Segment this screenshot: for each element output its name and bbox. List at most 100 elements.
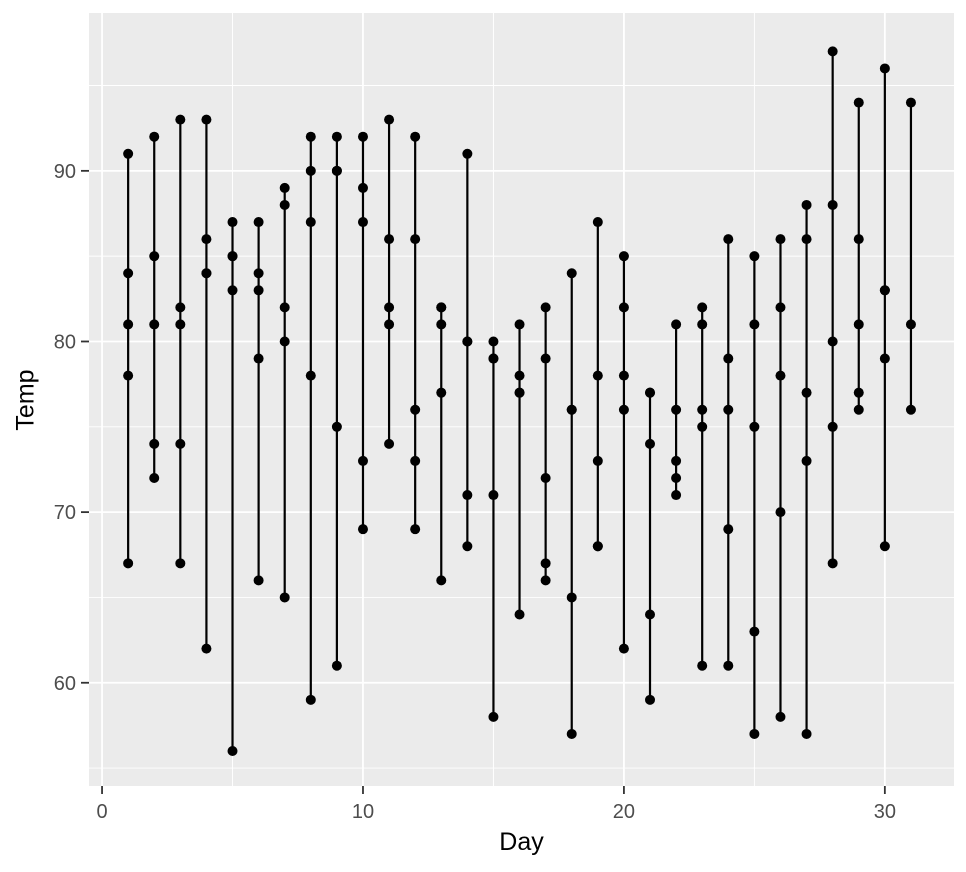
day-11-temp-81-point (384, 319, 395, 330)
day-25-temp-75-point (749, 421, 760, 432)
day-4-temp-93-point (201, 114, 212, 125)
day-19-temp-78-point (592, 370, 603, 381)
day-21-temp-64-point (645, 609, 656, 620)
day-18-temp-57-point (566, 728, 577, 739)
day-1-temp-84-point (123, 268, 134, 279)
day-28-temp-75-point (827, 421, 838, 432)
day-22-temp-73-point (671, 455, 682, 466)
day-28-temp-67-point (827, 558, 838, 569)
day-29-temp-76-point (853, 404, 864, 415)
day-30-temp-83-point (879, 285, 890, 296)
day-1-temp-67-point (123, 558, 134, 569)
day-19-temp-68-point (592, 541, 603, 552)
day-24-temp-61-point (723, 660, 734, 671)
day-12-temp-76-point (410, 404, 421, 415)
day-24-temp-76-point (723, 404, 734, 415)
day-19-temp-73-point (592, 455, 603, 466)
day-8-temp-59-point (305, 694, 316, 705)
day-15-temp-80-point (488, 336, 499, 347)
day-1-temp-91-point (123, 148, 134, 159)
day-29-temp-81-point (853, 319, 864, 330)
day-14-temp-71-point (462, 490, 473, 501)
x-tick-label-20: 20 (613, 801, 635, 823)
day-3-temp-93-point (175, 114, 186, 125)
day-16-temp-77-point (514, 387, 525, 398)
day-22-temp-81-point (671, 319, 682, 330)
day-7-temp-88-point (279, 199, 290, 210)
day-4-temp-62-point (201, 643, 212, 654)
day-9-temp-75-point (331, 421, 342, 432)
day-10-temp-69-point (357, 524, 368, 535)
y-tick-label-70: 70 (54, 502, 76, 524)
day-5-temp-56-point (227, 746, 238, 757)
day-31-temp-94-point (905, 97, 916, 108)
day-9-temp-90-point (331, 165, 342, 176)
day-25-temp-57-point (749, 728, 760, 739)
day-8-temp-78-point (305, 370, 316, 381)
day-17-temp-82-point (540, 302, 551, 313)
day-17-temp-79-point (540, 353, 551, 364)
y-tick-label-80: 80 (54, 331, 76, 353)
day-1-temp-81-point (123, 319, 134, 330)
day-27-temp-88-point (801, 199, 812, 210)
day-13-temp-77-point (436, 387, 447, 398)
day-30-temp-68-point (879, 541, 890, 552)
day-22-temp-76-point (671, 404, 682, 415)
day-9-temp-92-point (331, 131, 342, 142)
day-23-temp-61-point (697, 660, 708, 671)
day-6-temp-66-point (253, 575, 264, 586)
day-22-temp-71-point (671, 490, 682, 501)
y-axis-title: Temp (11, 369, 40, 431)
day-15-temp-58-point (488, 711, 499, 722)
day-7-temp-80-point (279, 336, 290, 347)
day-5-temp-85-point (227, 251, 238, 262)
y-tick-label-90: 90 (54, 161, 76, 183)
day-27-temp-73-point (801, 455, 812, 466)
day-1-temp-78-point (123, 370, 134, 381)
day-14-temp-68-point (462, 541, 473, 552)
day-16-temp-64-point (514, 609, 525, 620)
day-18-temp-76-point (566, 404, 577, 415)
day-26-temp-70-point (775, 507, 786, 518)
y-tick-label-60: 60 (54, 673, 76, 695)
day-21-temp-74-point (645, 438, 656, 449)
day-8-temp-92-point (305, 131, 316, 142)
day-26-temp-78-point (775, 370, 786, 381)
day-16-temp-78-point (514, 370, 525, 381)
day-28-temp-80-point (827, 336, 838, 347)
day-21-temp-77-point (645, 387, 656, 398)
day-17-temp-72-point (540, 472, 551, 483)
day-13-temp-66-point (436, 575, 447, 586)
day-5-temp-87-point (227, 217, 238, 228)
day-12-temp-73-point (410, 455, 421, 466)
day-15-temp-79-point (488, 353, 499, 364)
day-3-temp-82-point (175, 302, 186, 313)
day-18-temp-65-point (566, 592, 577, 603)
day-10-temp-92-point (357, 131, 368, 142)
day-20-temp-85-point (618, 251, 629, 262)
day-3-temp-67-point (175, 558, 186, 569)
day-9-temp-61-point (331, 660, 342, 671)
day-25-temp-63-point (749, 626, 760, 637)
day-11-temp-74-point (384, 438, 395, 449)
day-3-temp-74-point (175, 438, 186, 449)
x-tick-label-10: 10 (352, 801, 374, 823)
day-7-temp-89-point (279, 182, 290, 193)
day-25-temp-81-point (749, 319, 760, 330)
day-5-temp-83-point (227, 285, 238, 296)
day-6-temp-79-point (253, 353, 264, 364)
day-23-temp-75-point (697, 421, 708, 432)
day-23-temp-76-point (697, 404, 708, 415)
day-20-temp-62-point (618, 643, 629, 654)
x-axis-title: Day (499, 828, 544, 856)
day-29-temp-94-point (853, 97, 864, 108)
day-2-temp-72-point (149, 472, 160, 483)
day-14-temp-91-point (462, 148, 473, 159)
day-19-temp-87-point (592, 217, 603, 228)
day-24-temp-79-point (723, 353, 734, 364)
day-11-temp-82-point (384, 302, 395, 313)
day-12-temp-92-point (410, 131, 421, 142)
panel-background (89, 13, 954, 786)
